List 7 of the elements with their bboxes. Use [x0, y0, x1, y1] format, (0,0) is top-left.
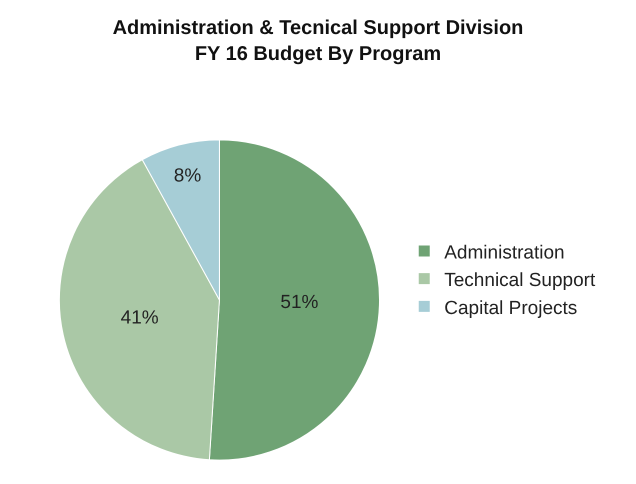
legend-label: Capital Projects: [444, 298, 578, 319]
data-label: 51%: [280, 292, 319, 314]
data-label: 8%: [174, 165, 202, 186]
legend-label: Technical Support: [444, 270, 596, 292]
legend-label: Administration: [444, 242, 565, 264]
data-label: 41%: [120, 307, 159, 328]
chart-title: Administration & Tecnical Support Division FY 16 Budget By Program: [112, 16, 524, 65]
